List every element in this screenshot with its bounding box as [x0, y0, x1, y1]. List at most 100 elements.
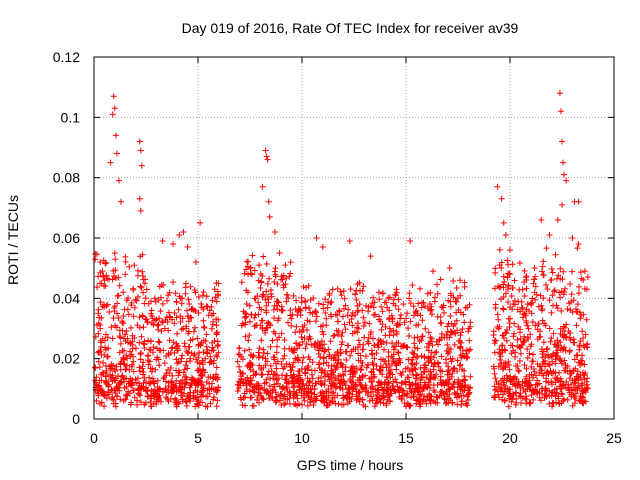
data-point — [203, 303, 210, 310]
data-point — [448, 358, 455, 365]
data-point — [254, 293, 261, 300]
data-point — [549, 292, 556, 299]
data-point — [506, 324, 513, 331]
data-point — [356, 279, 363, 286]
data-point — [500, 359, 507, 366]
data-point — [263, 376, 270, 383]
data-point — [156, 315, 163, 322]
data-point — [379, 290, 386, 297]
data-point — [136, 324, 143, 331]
data-point — [243, 287, 250, 294]
data-point — [364, 361, 371, 368]
data-point — [509, 285, 516, 292]
data-point — [577, 375, 584, 382]
data-point — [352, 312, 359, 319]
data-point — [371, 403, 378, 410]
data-point — [112, 368, 119, 375]
data-point — [435, 363, 442, 370]
data-point — [443, 399, 450, 406]
data-point — [451, 321, 458, 328]
data-point — [122, 331, 129, 338]
data-point — [574, 245, 581, 252]
data-point — [430, 268, 437, 275]
data-point — [148, 387, 155, 394]
data-point — [300, 283, 307, 290]
data-point — [179, 377, 186, 384]
data-point — [185, 318, 192, 325]
data-point — [255, 386, 262, 393]
x-tick-label: 0 — [90, 430, 98, 446]
data-point — [348, 348, 355, 355]
data-point — [500, 365, 507, 372]
data-point — [491, 337, 498, 344]
data-point — [374, 395, 381, 402]
data-point — [309, 310, 316, 317]
data-point — [461, 367, 468, 374]
data-point — [107, 159, 114, 166]
data-point — [166, 337, 173, 344]
data-point — [447, 298, 454, 305]
data-point — [317, 354, 324, 361]
data-point — [316, 365, 323, 372]
data-point — [271, 228, 278, 235]
data-point — [197, 219, 204, 226]
data-point — [161, 360, 168, 367]
data-point — [112, 375, 119, 382]
data-point — [368, 368, 375, 375]
data-point — [145, 300, 152, 307]
data-point — [467, 346, 474, 353]
data-point — [579, 390, 586, 397]
data-point — [465, 328, 472, 335]
data-point — [445, 320, 452, 327]
data-point — [206, 359, 213, 366]
data-point — [547, 277, 554, 284]
data-point — [346, 238, 353, 245]
data-point — [108, 386, 115, 393]
data-point — [383, 402, 390, 409]
data-point — [543, 245, 550, 252]
data-point — [206, 390, 213, 397]
data-point — [495, 363, 502, 370]
data-point — [493, 378, 500, 385]
data-point — [243, 313, 250, 320]
data-point — [109, 394, 116, 401]
data-point — [582, 389, 589, 396]
data-point — [246, 302, 253, 309]
data-point — [543, 282, 550, 289]
data-point — [166, 289, 173, 296]
data-point — [427, 371, 434, 378]
data-point — [524, 346, 531, 353]
data-point — [385, 387, 392, 394]
data-point — [95, 273, 102, 280]
data-point — [557, 294, 564, 301]
data-point — [185, 343, 192, 350]
data-point — [547, 338, 554, 345]
data-point — [417, 383, 424, 390]
data-point — [287, 307, 294, 314]
data-point — [128, 399, 135, 406]
data-point — [119, 372, 126, 379]
data-point — [342, 348, 349, 355]
data-point — [260, 396, 267, 403]
data-point — [527, 343, 534, 350]
data-point — [434, 313, 441, 320]
data-point — [142, 316, 149, 323]
data-point — [127, 375, 134, 382]
data-point — [444, 371, 451, 378]
data-point — [266, 275, 273, 282]
data-point — [249, 402, 256, 409]
data-point — [428, 393, 435, 400]
data-point — [332, 366, 339, 373]
data-point — [386, 362, 393, 369]
data-point — [368, 378, 375, 385]
data-point — [260, 253, 267, 260]
data-point — [258, 366, 265, 373]
data-point — [327, 382, 334, 389]
data-point — [192, 259, 199, 266]
data-point — [465, 396, 472, 403]
data-point — [274, 306, 281, 313]
data-point — [328, 299, 335, 306]
data-point — [540, 258, 547, 265]
data-point — [240, 380, 247, 387]
